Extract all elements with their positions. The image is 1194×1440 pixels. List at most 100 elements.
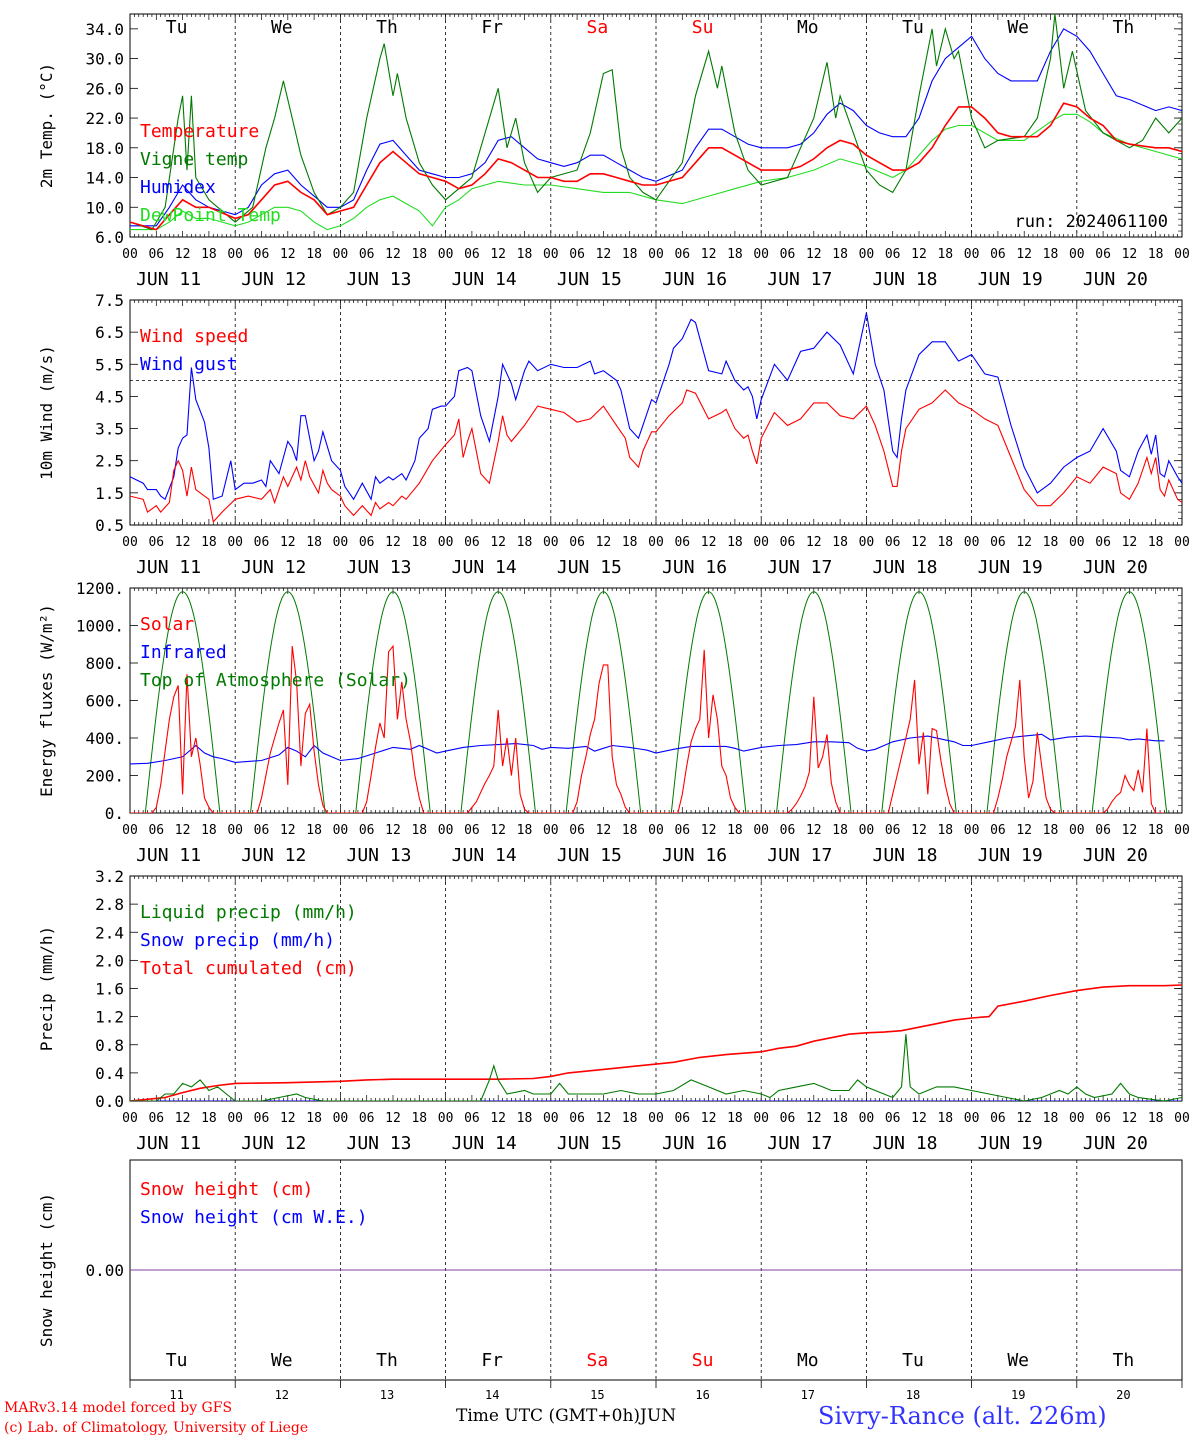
hour-tick-label: 00 [438, 535, 454, 550]
hour-tick-label: 00 [227, 535, 243, 550]
hour-tick-label: 12 [701, 1111, 717, 1126]
hour-tick-label: 06 [990, 1111, 1006, 1126]
hour-tick-label: 18 [727, 823, 743, 838]
series-line [130, 14, 1182, 231]
y-tick-label: 3.2 [95, 867, 124, 886]
day-number-label: 16 [695, 1388, 709, 1402]
hour-tick-label: 18 [1148, 823, 1164, 838]
hour-tick-label: 00 [859, 823, 875, 838]
hour-tick-label: 12 [596, 247, 612, 262]
day-of-week-label: Fr [481, 1350, 503, 1371]
hour-tick-label: 18 [517, 535, 533, 550]
hour-tick-label: 18 [411, 535, 427, 550]
hour-tick-label: 00 [543, 1111, 559, 1126]
time-axis-label: Time UTC (GMT+0h)JUN [456, 1406, 676, 1426]
date-label: JUN 16 [662, 557, 727, 578]
hour-tick-label: 18 [937, 535, 953, 550]
day-number-label: 11 [169, 1388, 183, 1402]
hour-tick-label: 00 [859, 247, 875, 262]
hour-tick-label: 06 [569, 1111, 585, 1126]
hour-tick-label: 12 [490, 535, 506, 550]
y-tick-label: 800. [85, 654, 124, 673]
hour-tick-label: 00 [648, 535, 664, 550]
day-of-week-label: Sa [587, 17, 609, 38]
hour-tick-label: 00 [964, 247, 980, 262]
hour-tick-label: 06 [780, 535, 796, 550]
date-label: JUN 11 [136, 1133, 201, 1154]
hour-tick-label: 12 [385, 1111, 401, 1126]
hour-tick-label: 00 [1174, 823, 1190, 838]
hour-tick-label: 06 [359, 1111, 375, 1126]
hour-tick-label: 18 [622, 247, 638, 262]
hour-tick-label: 18 [832, 535, 848, 550]
y-tick-label: 26.0 [85, 79, 124, 98]
date-label: JUN 13 [346, 1133, 411, 1154]
hour-tick-label: 00 [333, 535, 349, 550]
hour-tick-label: 12 [806, 247, 822, 262]
hour-tick-label: 18 [727, 1111, 743, 1126]
hour-tick-label: 12 [175, 247, 191, 262]
y-tick-label: 2.0 [95, 951, 124, 970]
series-group [130, 14, 1182, 231]
hour-tick-label: 18 [411, 823, 427, 838]
hour-tick-label: 06 [359, 247, 375, 262]
hour-tick-label: 00 [1174, 247, 1190, 262]
hour-tick-label: 18 [832, 823, 848, 838]
hour-tick-label: 00 [122, 1111, 138, 1126]
panel-4: 0.0 0.4 0.8 1.2 1.6 2.0 2.4 2.8 3.2 Precip (mm/h)… [37, 867, 1190, 1154]
hour-tick-label: 06 [148, 247, 164, 262]
day-of-week-label: Tu [166, 1350, 188, 1371]
date-label: JUN 16 [662, 1133, 727, 1154]
day-of-week-label: Th [1113, 17, 1135, 38]
day-of-week-label: Mo [797, 17, 819, 38]
y-tick-label: 0.0 [95, 1092, 124, 1111]
y-tick-label: 10.0 [85, 198, 124, 217]
hour-tick-label: 12 [1122, 247, 1138, 262]
series-line-toa [250, 591, 326, 813]
day-of-week-label: Su [692, 1350, 714, 1371]
day-of-week-label: We [271, 17, 293, 38]
day-number-label: 17 [801, 1388, 815, 1402]
date-label: JUN 16 [662, 269, 727, 290]
legend-entry: Vigne temp [140, 149, 248, 170]
date-label: JUN 14 [452, 269, 517, 290]
day-of-week-label: Fr [481, 17, 503, 38]
y-tick-label: 14.0 [85, 169, 124, 188]
day-number-label: 14 [485, 1388, 499, 1402]
hour-tick-label: 00 [333, 1111, 349, 1126]
hour-tick-label: 06 [885, 823, 901, 838]
hour-tick-label: 18 [201, 823, 217, 838]
hour-tick-label: 06 [254, 1111, 270, 1126]
y-tick-label: 2.8 [95, 895, 124, 914]
date-label: JUN 15 [557, 1133, 622, 1154]
hour-tick-label: 06 [990, 823, 1006, 838]
hour-tick-label: 12 [1016, 247, 1032, 262]
y-tick-label: 18.0 [85, 139, 124, 158]
day-of-week-label: Tu [902, 17, 924, 38]
date-label: JUN 17 [767, 557, 832, 578]
hour-tick-label: 00 [753, 823, 769, 838]
series-line [130, 389, 1182, 523]
hour-tick-label: 06 [1095, 535, 1111, 550]
y-axis-label: Snow height (cm) [37, 1193, 56, 1347]
date-label: JUN 16 [662, 845, 727, 866]
hour-tick-label: 00 [964, 535, 980, 550]
day-number-label: 20 [1116, 1388, 1130, 1402]
y-tick-label: 0. [105, 804, 124, 823]
y-axis-label: Precip (mm/h) [37, 926, 56, 1051]
hour-tick-label: 06 [464, 823, 480, 838]
date-label: JUN 15 [557, 557, 622, 578]
hour-tick-label: 06 [780, 823, 796, 838]
hour-tick-label: 12 [701, 823, 717, 838]
day-of-week-label: Tu [166, 17, 188, 38]
hour-tick-label: 12 [1122, 1111, 1138, 1126]
hour-tick-label: 06 [569, 535, 585, 550]
hour-tick-label: 18 [411, 1111, 427, 1126]
hour-tick-label: 18 [201, 1111, 217, 1126]
hour-tick-label: 18 [201, 535, 217, 550]
y-tick-label: 1.2 [95, 1008, 124, 1027]
hour-tick-label: 18 [622, 1111, 638, 1126]
hour-tick-label: 12 [911, 535, 927, 550]
hour-tick-label: 18 [517, 823, 533, 838]
